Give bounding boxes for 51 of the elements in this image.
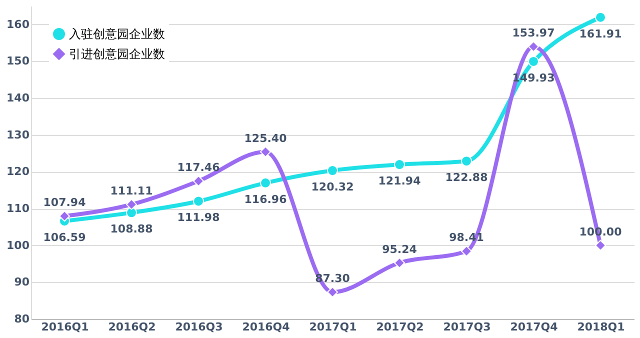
data-label: 122.88 — [445, 171, 488, 184]
point — [461, 156, 472, 167]
x-tick-label: 2018Q1 — [577, 320, 625, 334]
data-label: 125.40 — [244, 132, 288, 145]
legend-label: 引进创意园企业数 — [69, 47, 165, 61]
data-label: 108.88 — [110, 222, 153, 236]
point — [595, 12, 606, 23]
x-tick-label: 2016Q3 — [175, 320, 223, 334]
data-label: 107.94 — [43, 196, 86, 210]
point — [260, 177, 271, 188]
y-tick-label: 90 — [14, 276, 30, 289]
data-label: 153.97 — [512, 26, 555, 40]
data-label: 106.59 — [43, 231, 86, 244]
x-tick-label: 2016Q1 — [41, 320, 89, 334]
data-label: 117.46 — [177, 161, 220, 174]
data-label: 121.94 — [378, 174, 422, 188]
point — [528, 41, 539, 52]
x-tick-label: 2017Q3 — [443, 320, 491, 334]
point — [394, 257, 405, 268]
y-tick-label: 80 — [14, 312, 30, 326]
data-label: 161.91 — [579, 27, 622, 40]
x-tick-label: 2016Q4 — [242, 320, 290, 334]
point — [59, 210, 70, 222]
y-tick-label: 130 — [6, 128, 30, 142]
point — [193, 196, 204, 207]
y-tick-label: 140 — [6, 92, 30, 105]
point — [394, 159, 405, 170]
data-label: 95.24 — [382, 242, 418, 256]
x-tick-label: 2017Q4 — [510, 320, 558, 334]
x-tick-label: 2016Q2 — [108, 320, 156, 334]
data-label: 120.32 — [311, 180, 354, 194]
y-tick-label: 160 — [6, 18, 30, 31]
point — [528, 56, 539, 67]
data-label: 116.96 — [244, 192, 288, 206]
point — [126, 207, 137, 218]
point — [327, 286, 338, 298]
y-tick-label: 100 — [6, 238, 30, 252]
point — [260, 146, 271, 158]
data-label: 111.98 — [177, 211, 220, 224]
legend-label: 入驻创意园企业数 — [69, 27, 165, 41]
point — [193, 176, 204, 187]
point — [327, 165, 338, 176]
y-tick-label: 110 — [6, 202, 30, 216]
point — [595, 240, 606, 251]
y-tick-label: 120 — [6, 165, 30, 178]
data-label: 111.11 — [110, 184, 153, 198]
y-tick-label: 150 — [6, 54, 30, 68]
x-tick-label: 2017Q2 — [376, 320, 424, 334]
point — [126, 198, 137, 210]
x-tick-label: 2017Q1 — [309, 320, 357, 334]
point — [461, 246, 472, 257]
